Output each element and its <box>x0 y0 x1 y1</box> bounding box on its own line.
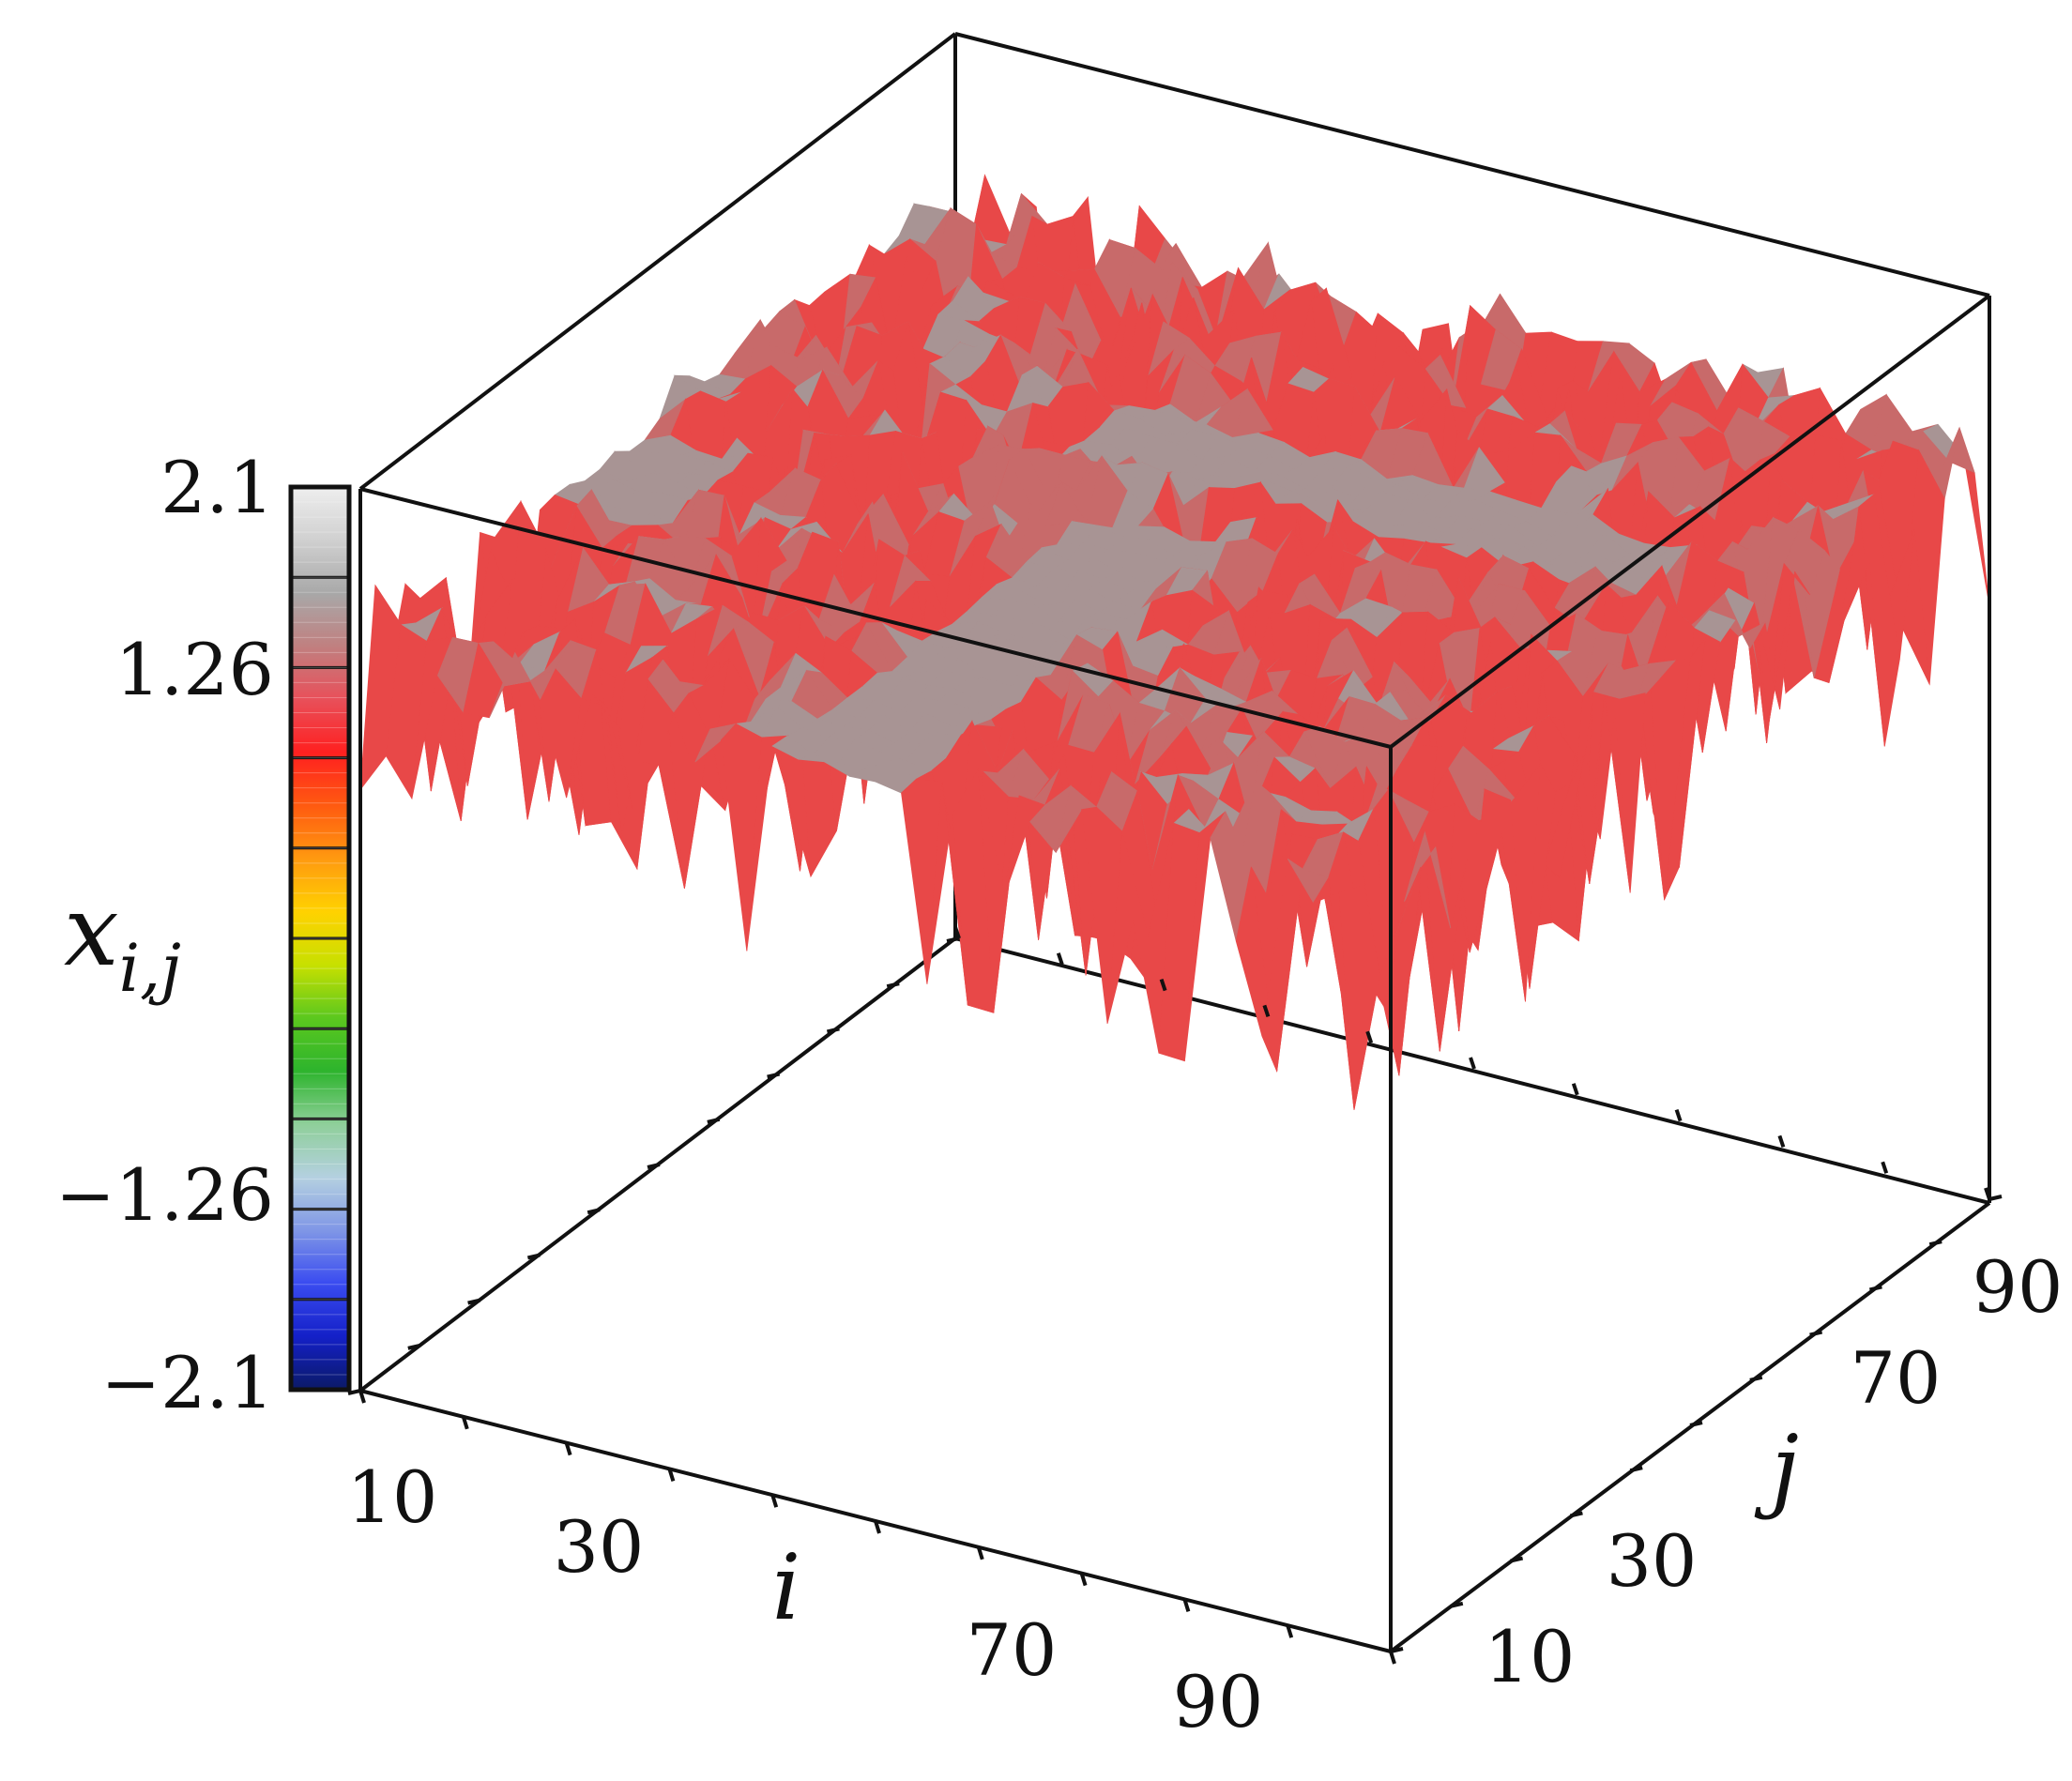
x-axis-tick <box>1079 1573 1088 1587</box>
x-axis-back-tick <box>953 926 961 939</box>
box-edge-front-top-right <box>1389 294 1991 749</box>
x-tick-label-10: 10 <box>347 1455 438 1539</box>
y-axis-tick <box>1928 1240 1942 1247</box>
x-tick-label-30: 30 <box>554 1505 645 1589</box>
colorbar-frame <box>288 484 352 1393</box>
y-tick-label-70: 70 <box>1851 1336 1942 1420</box>
box-edge-back-top-right <box>954 32 1990 297</box>
x-tick-label-90: 90 <box>1173 1660 1264 1743</box>
box-edge-floor-back-right <box>954 936 1990 1205</box>
x-axis-back-tick <box>1056 952 1064 966</box>
x-axis-tick <box>770 1494 779 1508</box>
x-tick-label-70: 70 <box>967 1608 1058 1692</box>
y-axis-tick <box>1390 1647 1404 1653</box>
colorbar-label-min: −2.1 <box>100 1341 274 1424</box>
y-axis-tick <box>1569 1511 1583 1518</box>
x-tick-labels: 10 30 70 90 <box>347 1455 1264 1743</box>
x-axis-tick <box>976 1546 984 1560</box>
y-axis-back-tick <box>647 1163 661 1169</box>
x-axis-back-tick <box>1262 1004 1271 1018</box>
x-axis-back-tick <box>1674 1108 1683 1122</box>
x-axis-back-tick <box>1159 978 1167 992</box>
y-axis-tick <box>1629 1466 1643 1473</box>
axis-ticks <box>347 926 2003 1665</box>
y-axis-title: j <box>1754 1416 1799 1521</box>
x-axis-back-tick <box>1365 1030 1374 1043</box>
colorbar-band-lines <box>291 501 349 1376</box>
x-axis-tick <box>1389 1651 1396 1665</box>
x-axis-tick <box>667 1468 676 1482</box>
y-axis-tick <box>1689 1421 1703 1427</box>
surface-mesh <box>359 174 1990 1110</box>
colorbar: 2.1 1.26 −1.26 −2.1 xi,j <box>55 446 352 1424</box>
x-axis-back-tick <box>1984 1187 1991 1200</box>
y-axis-tick <box>1450 1601 1464 1608</box>
box-edge-back-top-left <box>358 32 957 491</box>
y-axis-back-tick <box>347 1389 361 1395</box>
x-axis-tick <box>1286 1624 1294 1638</box>
x-axis-tick <box>874 1520 881 1534</box>
x-axis-back-tick <box>1881 1161 1889 1174</box>
y-axis-back-tick <box>767 1072 781 1079</box>
y-axis-line <box>1389 1201 1991 1653</box>
x-axis-tick <box>461 1416 469 1430</box>
x-axis-back-tick <box>1777 1134 1786 1149</box>
y-axis-back-tick <box>707 1117 721 1124</box>
y-axis-tick <box>1749 1375 1763 1382</box>
surface-patch <box>1604 693 1646 893</box>
box-edge-front-top-left <box>359 487 1392 749</box>
colorbar-label-upper: 1.26 <box>115 628 274 711</box>
x-axis-back-tick <box>1571 1083 1579 1096</box>
y-axis-tick <box>1988 1195 2003 1201</box>
y-axis-back-tick <box>946 936 960 943</box>
y-axis-tick <box>1809 1330 1823 1337</box>
y-axis-back-tick <box>587 1208 601 1215</box>
x-axis-tick <box>1182 1598 1191 1612</box>
y-axis-back-tick <box>467 1298 481 1305</box>
y-tick-label-30: 30 <box>1607 1519 1698 1603</box>
y-tick-label-10: 10 <box>1485 1615 1576 1698</box>
y-tick-labels: 10 30 70 90 <box>1485 1245 2064 1698</box>
y-axis-back-tick <box>526 1253 541 1260</box>
x-axis-tick <box>564 1442 572 1456</box>
colorbar-label-max: 2.1 <box>160 446 274 529</box>
surface-patch <box>1947 455 1990 606</box>
x-axis-back-tick <box>1469 1057 1476 1070</box>
y-tick-label-90: 90 <box>1973 1245 2064 1329</box>
y-axis-back-tick <box>407 1343 421 1350</box>
y-axis-tick <box>1510 1556 1524 1563</box>
x-axis-title: i <box>772 1535 801 1640</box>
colorbar-label-lower: −1.26 <box>55 1153 274 1237</box>
y-axis-back-tick <box>826 1027 840 1034</box>
y-axis-back-tick <box>886 982 900 989</box>
colorbar-title: xi,j <box>64 874 181 1007</box>
surface-patch <box>1364 883 1407 976</box>
x-axis-tick <box>358 1390 366 1404</box>
y-axis-tick <box>1868 1285 1882 1292</box>
